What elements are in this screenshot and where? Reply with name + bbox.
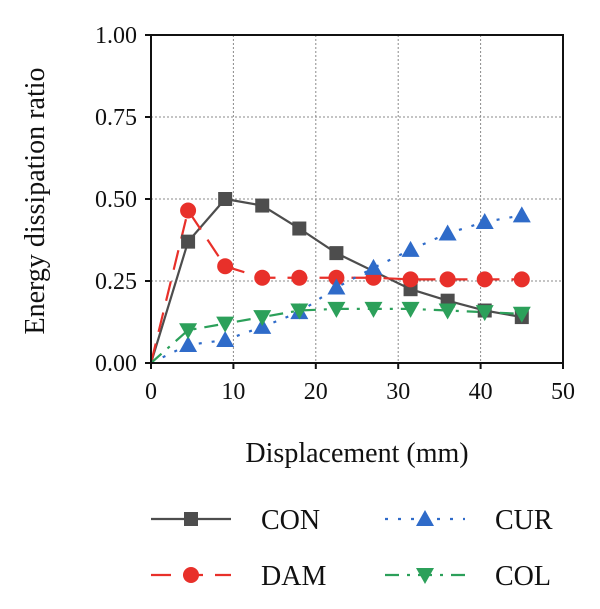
series-cur-line	[150, 214, 522, 364]
series-col-point	[401, 301, 420, 318]
legend-cur-label: CUR	[495, 505, 553, 536]
y-tick-label: 1.00	[95, 23, 137, 49]
series-dam-point	[402, 271, 419, 288]
series-cur-point	[327, 278, 346, 295]
series-cur-point	[475, 212, 494, 229]
series-cur-point	[401, 240, 420, 257]
y-axis-title: Energy dissipation ratio	[20, 68, 51, 335]
legend-col-marker	[416, 568, 434, 584]
series-cur-point	[216, 331, 235, 348]
x-tick-label: 40	[469, 379, 493, 405]
legend-dam-marker	[183, 567, 199, 583]
series-col-point	[179, 323, 198, 340]
y-tick-label: 0.75	[95, 105, 137, 131]
series-dam-point	[217, 258, 234, 275]
series-col-point	[327, 301, 346, 318]
x-tick-label: 30	[386, 379, 410, 405]
marker-layer	[179, 192, 531, 352]
legend-con-label: CON	[261, 505, 320, 536]
series-con-point	[329, 246, 344, 261]
series-col-point	[438, 303, 457, 320]
series-col-point	[216, 316, 235, 333]
y-tick-label: 0.25	[95, 269, 137, 295]
series-dam-point	[180, 202, 197, 219]
series-col-point	[475, 305, 494, 322]
series-dam-point	[254, 269, 271, 286]
series-dam-point	[291, 269, 308, 286]
series-col-point	[512, 306, 531, 323]
series-col-point	[253, 310, 272, 327]
ticks: 0 10 20 30 40 50 0.00 0.25 0.50 0.75 1.00	[95, 23, 575, 405]
series-dam-point	[328, 269, 345, 286]
x-tick-label: 0	[145, 379, 157, 405]
y-tick-label: 0.00	[95, 351, 137, 377]
series-cur-point	[364, 258, 383, 275]
x-tick-label: 50	[551, 379, 575, 405]
series-con-point	[218, 192, 233, 206]
x-tick-label: 10	[221, 379, 245, 405]
legend-col-label: COL	[495, 561, 551, 592]
series-con-point	[292, 221, 307, 236]
series-col-point	[364, 301, 383, 318]
series-col-point	[290, 303, 309, 320]
x-tick-label: 20	[304, 379, 328, 405]
x-axis-title: Displacement (mm)	[245, 438, 468, 469]
legend: CON CUR DAM COL	[151, 505, 553, 592]
series-con-point	[255, 198, 270, 213]
legend-cur-marker	[416, 510, 434, 526]
series-dam-point	[476, 271, 493, 288]
series-cur-point	[512, 206, 531, 223]
series-con-point	[181, 234, 196, 249]
series-con-line	[149, 197, 522, 364]
series-dam-point	[439, 271, 456, 288]
series-dam-point	[513, 271, 530, 288]
legend-con-marker	[184, 512, 198, 526]
series-cur-point	[179, 335, 198, 352]
y-tick-label: 0.50	[95, 187, 137, 213]
series-cur-point	[438, 224, 457, 241]
legend-dam-label: DAM	[261, 561, 326, 592]
